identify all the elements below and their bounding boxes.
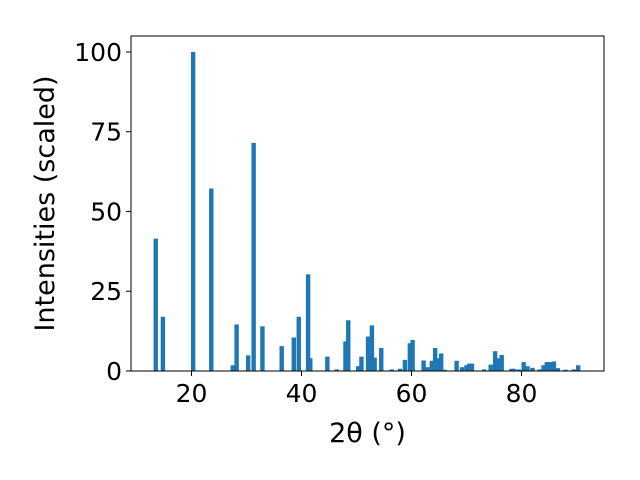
y-tick-label: 100	[74, 38, 122, 67]
bar	[530, 367, 535, 371]
bar	[389, 369, 394, 371]
bar	[425, 367, 430, 371]
bar	[245, 355, 251, 371]
bar	[467, 363, 472, 371]
bars-layer	[153, 51, 581, 371]
bar	[575, 365, 581, 371]
bar	[334, 369, 339, 371]
y-axis-label: Intensities (scaled)	[30, 75, 61, 331]
bar	[516, 369, 521, 371]
y-axis-ticks: 0 25 50 75 100	[74, 38, 131, 386]
plot-area-frame	[130, 35, 605, 372]
x-axis-label: 2θ (°)	[329, 418, 406, 449]
bar	[464, 365, 469, 371]
bar	[346, 320, 351, 371]
bar	[296, 316, 301, 371]
bar	[160, 316, 166, 371]
bar	[551, 361, 557, 371]
bar	[541, 365, 546, 371]
bar	[499, 355, 504, 371]
bar	[379, 348, 384, 371]
y-tick-label: 50	[90, 197, 122, 226]
y-tick-label: 25	[90, 277, 122, 306]
bar	[563, 369, 568, 371]
bar	[492, 351, 498, 371]
bar	[251, 142, 256, 371]
bar	[495, 358, 501, 371]
bar	[481, 369, 487, 371]
bar	[260, 326, 265, 371]
bar	[436, 358, 441, 371]
bar	[555, 368, 560, 371]
bar	[291, 337, 296, 371]
bar	[209, 188, 214, 371]
bar	[153, 238, 158, 371]
bar	[369, 325, 375, 371]
bar	[548, 362, 553, 371]
bar	[365, 336, 371, 371]
bar	[421, 360, 426, 371]
y-tick-label: 0	[106, 357, 122, 386]
bar	[279, 346, 284, 371]
bar	[488, 364, 493, 371]
bar	[359, 356, 364, 371]
bar	[372, 357, 377, 371]
bar	[343, 341, 348, 371]
bar	[544, 362, 549, 371]
bar	[230, 365, 235, 371]
bar	[234, 324, 239, 371]
x-axis-ticks: 20 40 60 80	[176, 371, 538, 408]
bar	[397, 368, 403, 371]
bar	[305, 274, 311, 371]
x-tick-label: 80	[506, 379, 538, 408]
x-tick-label: 40	[286, 379, 318, 408]
bar	[402, 359, 408, 371]
bar	[190, 51, 196, 371]
bar	[525, 366, 530, 371]
bar	[571, 369, 576, 371]
bar	[511, 368, 516, 371]
bar	[521, 362, 526, 371]
bar	[410, 340, 415, 371]
x-tick-label: 60	[396, 379, 428, 408]
bar	[308, 358, 313, 371]
bar	[442, 369, 447, 371]
bar	[429, 360, 435, 371]
bar	[355, 366, 361, 371]
y-tick-label: 75	[90, 118, 122, 147]
bar	[432, 348, 438, 371]
bar	[407, 343, 413, 371]
bar	[454, 360, 459, 371]
bar	[537, 369, 542, 371]
bar	[469, 363, 475, 371]
x-tick-label: 20	[176, 379, 208, 408]
bar	[439, 353, 444, 371]
bar	[325, 356, 330, 371]
bar	[459, 367, 465, 371]
bar	[509, 368, 514, 371]
